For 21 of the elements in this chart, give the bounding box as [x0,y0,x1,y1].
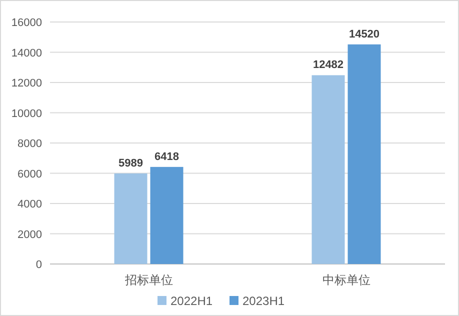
data-label: 12482 [312,59,344,72]
y-tick-label: 14000 [11,47,42,60]
y-tick-label: 10000 [11,108,42,120]
data-label: 5989 [118,157,143,170]
legend-label: 2022H1 [170,294,213,308]
y-tick-label: 0 [36,259,42,271]
y-tick-label: 12000 [11,78,42,90]
x-tick-label: 中标单位 [322,273,370,287]
x-tick-label: 招标单位 [124,273,173,287]
bar [348,44,381,264]
y-tick-label: 6000 [18,168,42,180]
y-tick-label: 16000 [11,17,42,29]
y-tick-label: 4000 [18,198,42,210]
data-label: 14520 [348,28,380,40]
legend-label: 2023H1 [242,294,285,308]
bar [150,166,184,264]
y-tick-label: 8000 [18,138,42,150]
y-tick-label: 2000 [18,228,42,241]
data-label: 6418 [154,150,179,163]
bar [114,173,148,264]
bar [312,75,345,264]
